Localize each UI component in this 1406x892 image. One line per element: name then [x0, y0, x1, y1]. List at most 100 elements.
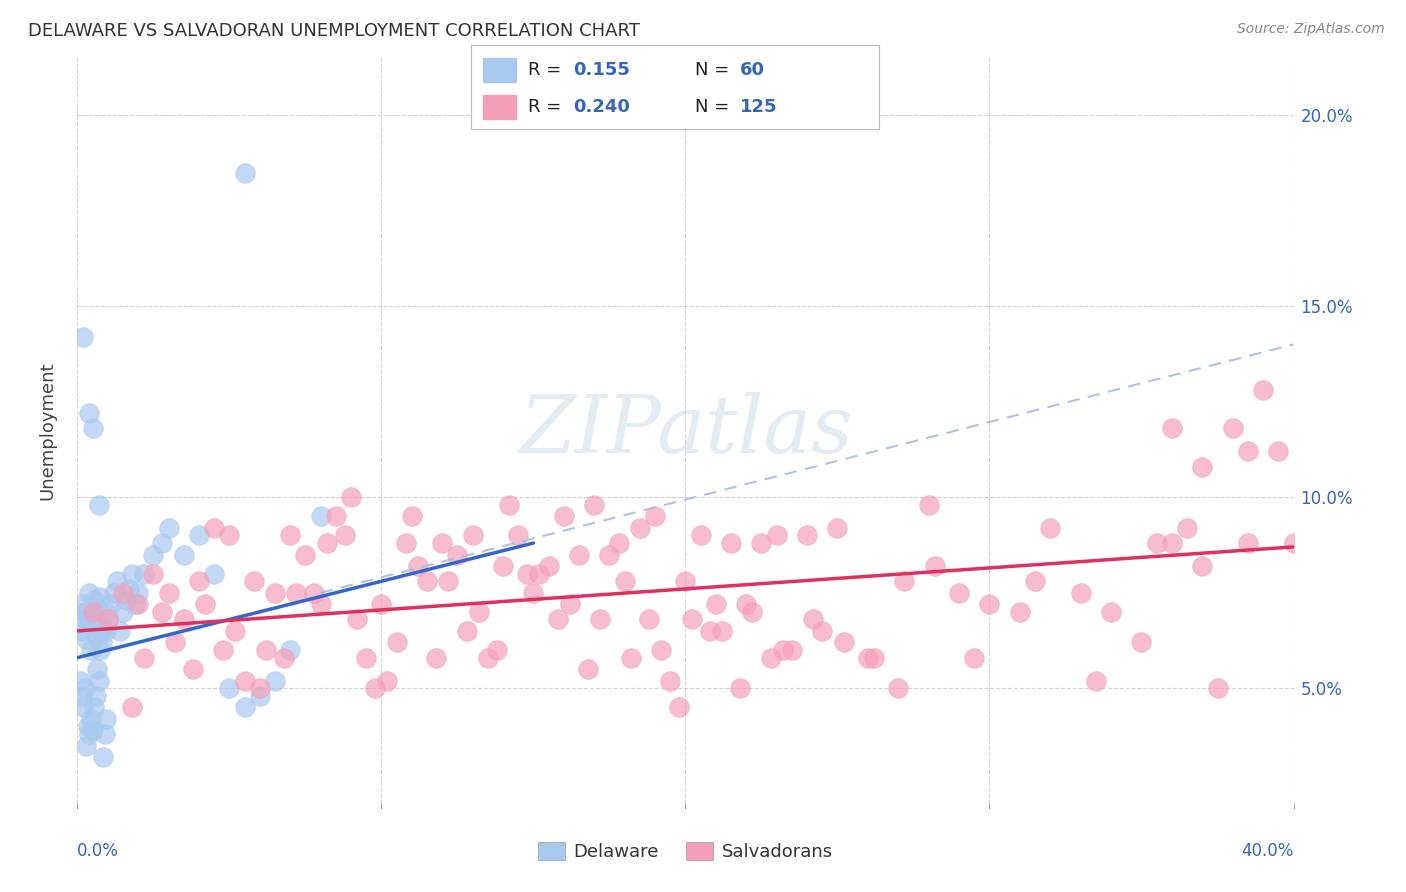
Point	[72, 700, 94, 714]
Point	[644, 509, 666, 524]
Point	[325, 509, 347, 524]
Text: DELAWARE VS SALVADORAN UNEMPLOYMENT CORRELATION CHART: DELAWARE VS SALVADORAN UNEMPLOYMENT CORR…	[28, 22, 640, 40]
Point	[759, 650, 782, 665]
Point	[121, 700, 143, 714]
Point	[1282, 536, 1305, 550]
Point	[127, 597, 149, 611]
Point	[157, 521, 180, 535]
Point	[1251, 384, 1274, 398]
Point	[576, 662, 599, 676]
Point	[134, 650, 156, 665]
Text: R =: R =	[529, 61, 567, 79]
Point	[765, 528, 787, 542]
Point	[142, 566, 165, 581]
Point	[522, 585, 544, 599]
Text: N =: N =	[696, 61, 735, 79]
Point	[401, 509, 423, 524]
Point	[84, 628, 107, 642]
Point	[628, 521, 651, 535]
Point	[508, 528, 530, 542]
Point	[948, 585, 970, 599]
Point	[477, 650, 499, 665]
Point	[354, 650, 377, 665]
Point	[254, 643, 277, 657]
Point	[863, 650, 886, 665]
Point	[918, 498, 941, 512]
Point	[620, 650, 643, 665]
Point	[1130, 635, 1153, 649]
Point	[285, 585, 308, 599]
Point	[82, 605, 104, 619]
Point	[364, 681, 387, 696]
Point	[75, 739, 97, 753]
Point	[425, 650, 447, 665]
Point	[963, 650, 986, 665]
Point	[87, 616, 110, 631]
Point	[430, 536, 453, 550]
Point	[1175, 521, 1198, 535]
Point	[893, 574, 915, 589]
Point	[638, 612, 661, 626]
Point	[212, 643, 235, 657]
Point	[537, 559, 560, 574]
Point	[202, 566, 225, 581]
Point	[91, 750, 114, 764]
Point	[108, 624, 131, 638]
Point	[720, 536, 742, 550]
Point	[77, 612, 100, 626]
Bar	[484, 95, 516, 120]
Point	[79, 406, 101, 420]
Text: R =: R =	[529, 98, 567, 116]
Point	[796, 528, 818, 542]
Point	[385, 635, 408, 649]
Point	[1070, 585, 1092, 599]
Point	[90, 635, 112, 649]
Point	[224, 624, 246, 638]
Point	[1161, 421, 1184, 435]
Text: N =: N =	[696, 98, 735, 116]
Legend: Delaware, Salvadorans: Delaware, Salvadorans	[530, 834, 841, 868]
Point	[304, 585, 326, 599]
Point	[233, 673, 256, 688]
Point	[188, 528, 211, 542]
Point	[1237, 444, 1260, 458]
Point	[93, 727, 115, 741]
Point	[90, 624, 112, 638]
Point	[699, 624, 721, 638]
Point	[1084, 673, 1107, 688]
Point	[80, 712, 103, 726]
Point	[70, 597, 93, 611]
Point	[89, 590, 111, 604]
Point	[83, 700, 105, 714]
Point	[558, 597, 581, 611]
Point	[163, 635, 186, 649]
Point	[340, 490, 363, 504]
Text: 0.155: 0.155	[574, 61, 630, 79]
Point	[492, 559, 515, 574]
Point	[1099, 605, 1122, 619]
Point	[188, 574, 211, 589]
Point	[1146, 536, 1168, 550]
Point	[87, 673, 110, 688]
Point	[485, 643, 508, 657]
Point	[446, 548, 468, 562]
Point	[278, 643, 301, 657]
Point	[406, 559, 429, 574]
Point	[79, 727, 101, 741]
Point	[96, 624, 118, 638]
Point	[416, 574, 439, 589]
Point	[309, 509, 332, 524]
Point	[111, 585, 134, 599]
Point	[659, 673, 682, 688]
Point	[86, 601, 108, 615]
Point	[72, 624, 94, 638]
Point	[346, 612, 368, 626]
Point	[142, 548, 165, 562]
Point	[979, 597, 1001, 611]
Point	[87, 498, 110, 512]
Point	[613, 574, 636, 589]
Point	[89, 643, 111, 657]
Text: ZIPatlas: ZIPatlas	[519, 392, 852, 469]
Point	[152, 536, 174, 550]
Point	[152, 605, 174, 619]
